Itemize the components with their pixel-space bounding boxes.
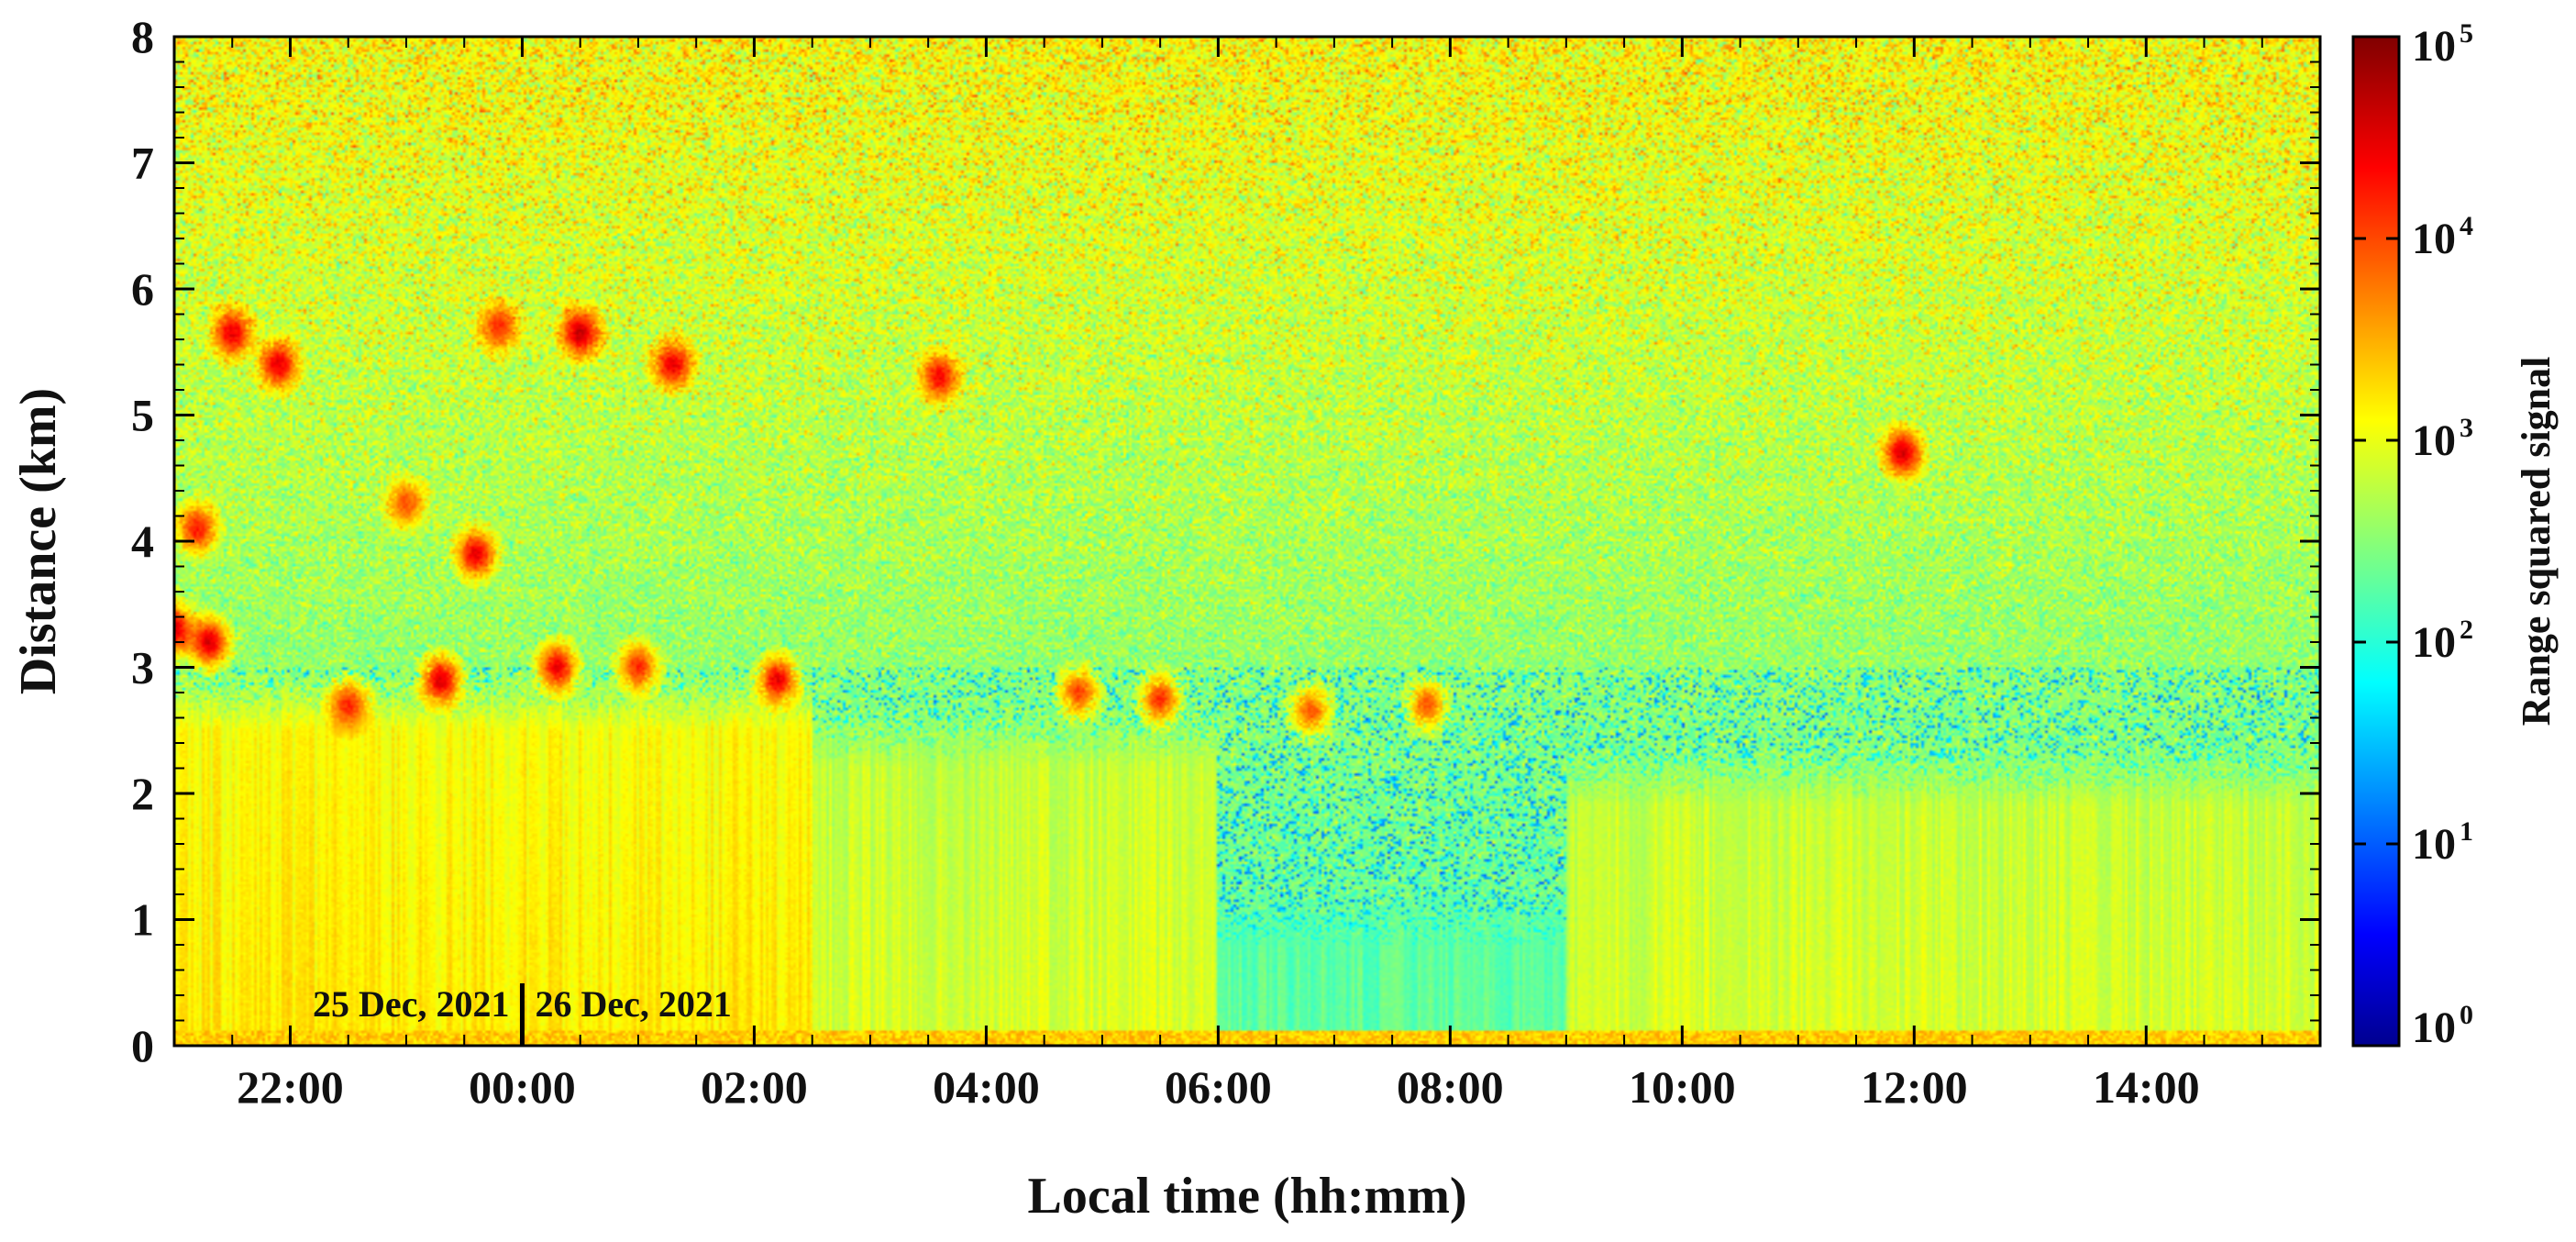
- x-tick-label: 06:00: [1165, 1061, 1272, 1113]
- colorbar-tick-label: 10: [2412, 820, 2456, 869]
- colorbar-tick-exponent: 2: [2460, 615, 2473, 645]
- x-tick-label: 04:00: [933, 1061, 1040, 1113]
- y-tick-label: 8: [131, 11, 154, 62]
- x-tick-label: 08:00: [1397, 1061, 1504, 1113]
- heatmap-raster: [174, 37, 2320, 1046]
- colorbar-tick-exponent: 5: [2460, 18, 2473, 49]
- colorbar-gradient: [2351, 35, 2401, 1048]
- y-tick-label: 4: [131, 516, 154, 567]
- y-axis-title: Distance (km): [10, 388, 67, 694]
- colorbar-tick-exponent: 4: [2460, 211, 2473, 241]
- y-tick-label: 2: [131, 768, 154, 819]
- colorbar-tick-label: 10: [2412, 1004, 2456, 1052]
- colorbar-tick-label: 10: [2412, 215, 2456, 263]
- x-tick-label: 00:00: [469, 1061, 576, 1113]
- y-tick-label: 1: [131, 894, 154, 946]
- x-tick-label: 14:00: [2093, 1061, 2200, 1113]
- y-tick-label: 7: [131, 138, 154, 189]
- colorbar-tick-label: 10: [2412, 416, 2456, 465]
- colorbar-tick-label: 10: [2412, 22, 2456, 71]
- colorbar-tick-exponent: 1: [2460, 816, 2473, 847]
- x-axis-title: Local time (hh:mm): [1027, 1168, 1466, 1225]
- x-axis-ticks: 22:00 00:00 02:00 04:00 06:00 08:00 10:00 12:00…: [173, 37, 2321, 1113]
- x-tick-label: 12:00: [1861, 1061, 1968, 1113]
- y-tick-label: 6: [131, 263, 154, 315]
- colorbar-tick-exponent: 3: [2460, 413, 2473, 443]
- date-right-label: 26 Dec, 2021: [535, 983, 731, 1025]
- x-tick-label: 22:00: [237, 1061, 344, 1113]
- y-axis-ticks: 0 1 2 3 4 5 6 7 8: [131, 11, 2320, 1071]
- colorbar-tick-exponent: 0: [2460, 1000, 2473, 1030]
- y-tick-label: 3: [131, 642, 154, 693]
- y-tick-label: 5: [131, 390, 154, 441]
- x-tick-label: 10:00: [1629, 1061, 1736, 1113]
- colorbar-tick-label: 10: [2412, 618, 2456, 667]
- date-annotation: 25 Dec, 2021 26 Dec, 2021: [313, 983, 732, 1046]
- date-left-label: 25 Dec, 2021: [313, 983, 509, 1025]
- colorbar-title: Range squared signal: [2514, 357, 2559, 726]
- y-tick-label: 0: [131, 1020, 154, 1071]
- x-tick-label: 02:00: [701, 1061, 808, 1113]
